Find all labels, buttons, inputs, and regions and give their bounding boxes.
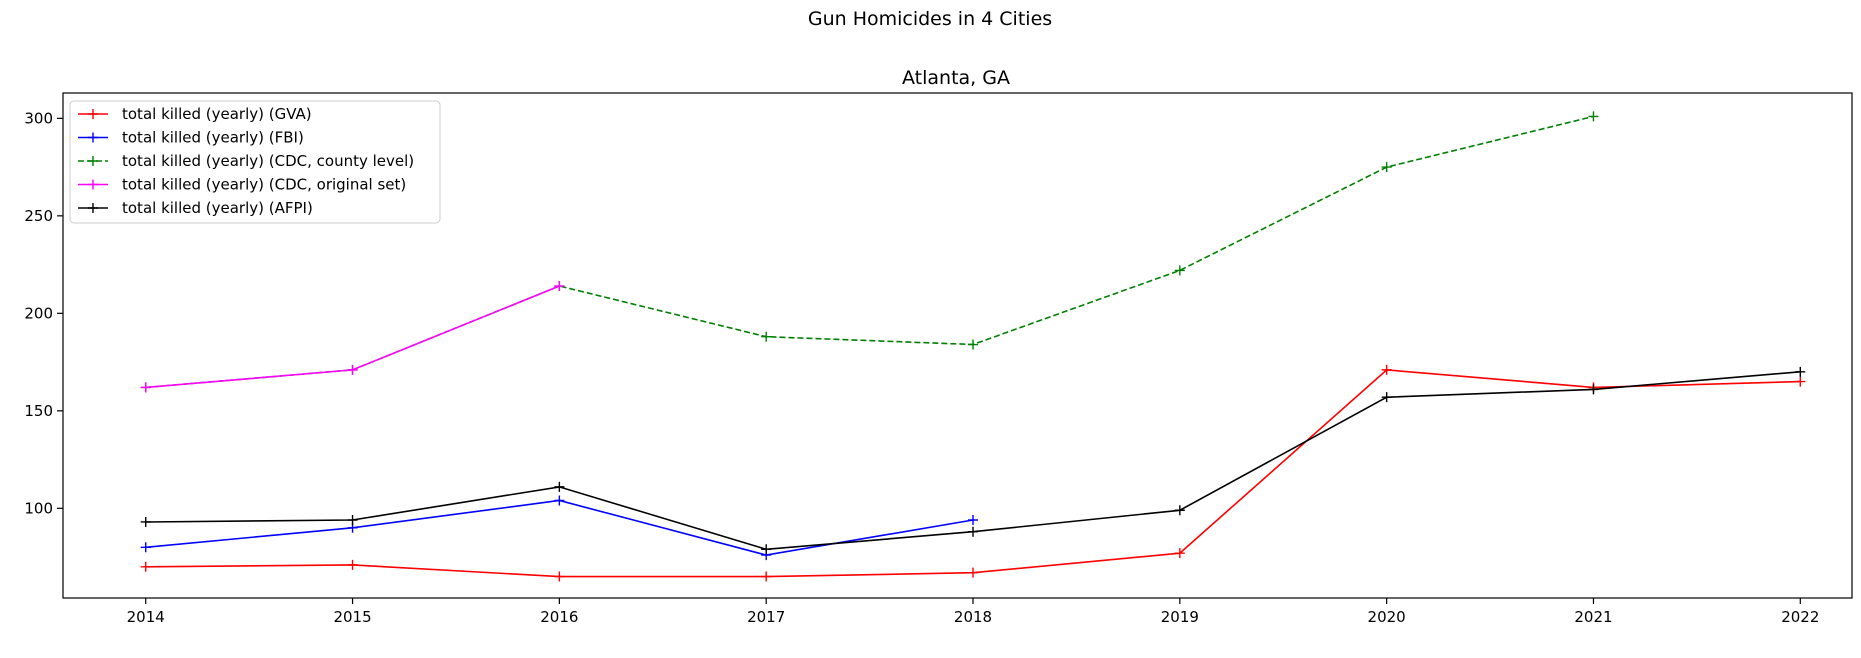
data-point	[1795, 376, 1806, 387]
legend-label: total killed (yearly) (CDC, original set…	[122, 176, 406, 194]
data-point	[140, 542, 151, 553]
x-tick-label: 2014	[127, 608, 165, 626]
chart-title: Gun Homicides in 4 Cities	[808, 8, 1052, 30]
data-point	[140, 561, 151, 572]
series-0	[140, 364, 1806, 582]
data-point	[140, 516, 151, 527]
y-tick-label: 200	[24, 304, 53, 322]
data-point	[347, 364, 358, 375]
x-tick-label: 2022	[1781, 608, 1819, 626]
legend-entry: total killed (yearly) (CDC, original set…	[78, 176, 406, 194]
legend-label: total killed (yearly) (GVA)	[122, 105, 312, 123]
data-point	[554, 281, 565, 292]
data-point	[554, 495, 565, 506]
y-tick-label: 300	[24, 109, 53, 127]
data-point	[761, 331, 772, 342]
y-tick-label: 250	[24, 207, 53, 225]
x-tick-label: 2015	[333, 608, 371, 626]
legend-entry: total killed (yearly) (CDC, county level…	[78, 152, 414, 170]
data-point	[1174, 548, 1185, 559]
legend: total killed (yearly) (GVA) total killed …	[69, 100, 441, 224]
data-point	[1795, 366, 1806, 377]
data-point	[968, 515, 979, 526]
series-line	[145, 369, 1801, 578]
x-tick-label: 2021	[1574, 608, 1612, 626]
legend-entry: total killed (yearly) (AFPI)	[78, 199, 313, 217]
series-3	[140, 281, 565, 393]
data-point	[968, 567, 979, 578]
legend-label: total killed (yearly) (CDC, county level…	[122, 152, 414, 170]
series-4	[140, 366, 1806, 555]
data-point	[1381, 364, 1392, 375]
data-point	[761, 571, 772, 582]
y-axis: 100 150 200 250 300	[24, 109, 63, 517]
x-tick-label: 2020	[1368, 608, 1406, 626]
data-point	[1174, 505, 1185, 516]
legend-marker	[88, 179, 98, 190]
legend-marker	[88, 132, 98, 143]
legend-box	[69, 100, 441, 224]
data-point	[1174, 265, 1185, 276]
legend-label: total killed (yearly) (FBI)	[122, 129, 304, 147]
data-point	[1381, 392, 1392, 403]
x-tick-label: 2019	[1161, 608, 1199, 626]
x-tick-label: 2017	[747, 608, 785, 626]
legend-marker	[88, 156, 98, 166]
plot-frame	[62, 92, 1853, 599]
legend-entry: total killed (yearly) (GVA)	[78, 105, 312, 123]
data-point	[1381, 162, 1392, 173]
series-line	[145, 499, 974, 556]
data-point	[140, 382, 151, 393]
series-1	[140, 495, 979, 561]
data-point	[1588, 384, 1599, 395]
data-point	[968, 526, 979, 537]
legend-entry: total killed (yearly) (FBI)	[78, 129, 304, 147]
legend-marker	[88, 109, 98, 119]
x-axis: 2014 2015 2016 2017 2018 2019 2020 2021 2022	[127, 598, 1819, 626]
x-tick-label: 2016	[540, 608, 578, 626]
plot-area	[62, 92, 1853, 599]
data-point	[1588, 111, 1599, 122]
y-tick-label: 100	[24, 499, 53, 517]
x-tick-label: 2018	[954, 608, 992, 626]
data-point	[554, 481, 565, 492]
data-point	[761, 544, 772, 555]
data-point	[968, 339, 979, 350]
legend-marker	[88, 203, 98, 213]
data-point	[554, 571, 565, 582]
subplot-title: Atlanta, GA	[902, 67, 1010, 89]
data-point	[347, 559, 358, 570]
y-tick-label: 150	[24, 402, 53, 420]
series-layer	[140, 111, 1806, 582]
data-point	[347, 515, 358, 526]
legend-label: total killed (yearly) (AFPI)	[122, 199, 313, 217]
